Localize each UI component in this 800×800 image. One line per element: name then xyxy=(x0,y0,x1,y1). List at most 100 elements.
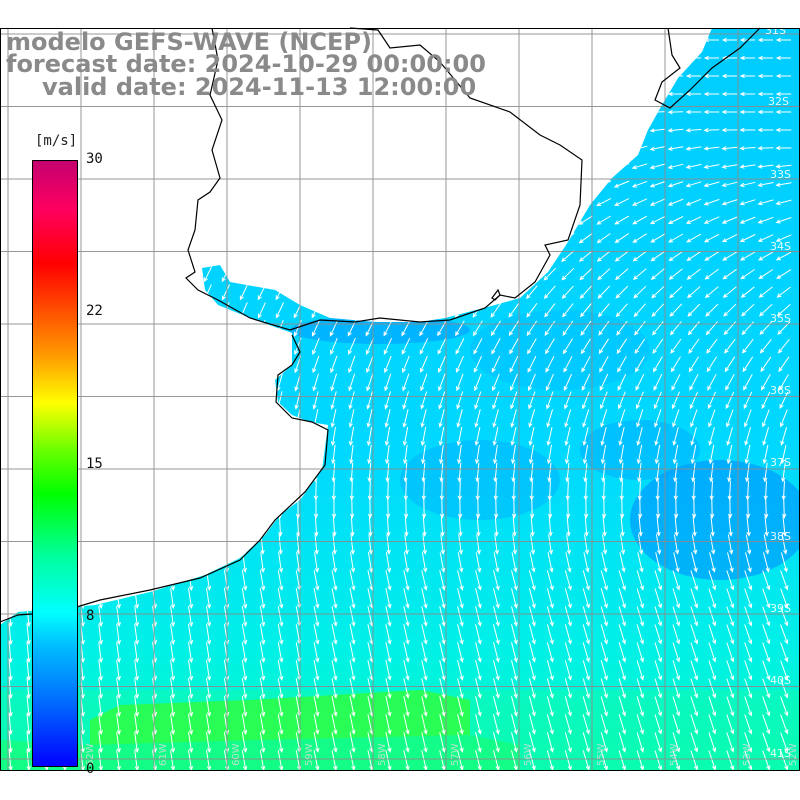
wind-arrow xyxy=(115,426,120,447)
wind-arrow xyxy=(203,230,213,246)
wind-arrow xyxy=(241,678,248,700)
wind-arrow xyxy=(452,179,467,189)
wind-arrow xyxy=(238,213,249,228)
wind-arrow xyxy=(327,196,340,209)
wind-arrow xyxy=(439,714,446,735)
wind-arrow xyxy=(242,552,247,573)
wind-arrow xyxy=(471,214,485,226)
wind-arrow xyxy=(313,750,320,771)
wind-arrow xyxy=(350,534,355,555)
wind-arrow xyxy=(762,444,769,465)
wind-arrow xyxy=(168,373,175,392)
wind-arrow xyxy=(704,251,720,261)
wind-arrow xyxy=(602,516,607,537)
wind-arrow xyxy=(381,231,394,245)
title-forecast-date: forecast date: 2024-10-29 00:00:00 xyxy=(6,50,486,78)
wind-arrow xyxy=(8,695,13,718)
wind-arrow xyxy=(667,37,683,43)
wind-arrow xyxy=(743,391,753,410)
wind-arrow xyxy=(205,480,211,501)
wind-arrow xyxy=(529,462,534,483)
wind-arrow xyxy=(384,391,391,410)
wind-arrow xyxy=(583,462,588,483)
wind-arrow xyxy=(60,159,68,174)
wind-arrow xyxy=(61,498,67,519)
wind-arrow xyxy=(168,301,176,319)
wind-arrow xyxy=(330,373,338,392)
wind-arrow xyxy=(757,127,774,133)
wind-arrow xyxy=(273,142,286,154)
wind-arrow xyxy=(170,624,176,646)
wind-arrow xyxy=(559,74,576,79)
wind-arrow xyxy=(43,498,49,519)
wind-arrow xyxy=(344,107,359,117)
wind-arrow xyxy=(133,426,138,447)
wind-arrow xyxy=(687,303,701,317)
wind-arrow xyxy=(580,338,591,355)
wind-arrow xyxy=(62,552,67,574)
wind-arrow xyxy=(776,269,792,280)
wind-arrow xyxy=(293,266,303,282)
wind-arrow xyxy=(42,194,50,211)
wind-arrow xyxy=(295,498,301,519)
wind-arrow xyxy=(363,196,376,209)
wind-arrow xyxy=(403,696,410,717)
wind-arrow xyxy=(493,606,500,627)
wind-arrow xyxy=(528,588,536,609)
wind-arrow xyxy=(542,180,558,189)
wind-arrow xyxy=(452,108,467,116)
wind-arrow xyxy=(685,163,702,169)
wind-arrow xyxy=(98,660,103,682)
wind-arrow xyxy=(116,750,121,772)
wind-arrow xyxy=(727,534,734,555)
wind-arrow xyxy=(762,714,771,735)
wind-arrow xyxy=(206,750,212,772)
wind-arrow xyxy=(204,391,211,410)
wind-arrow xyxy=(383,320,393,337)
wind-arrow xyxy=(114,284,122,301)
wind-arrow xyxy=(470,196,485,208)
wind-arrow xyxy=(775,109,792,115)
wind-arrow xyxy=(512,516,517,537)
wind-arrow xyxy=(511,462,516,483)
wind-arrow xyxy=(654,714,663,735)
wind-arrow xyxy=(132,391,138,410)
wind-arrow xyxy=(220,142,232,155)
wind-arrow xyxy=(780,570,789,591)
wind-arrow xyxy=(186,284,194,301)
wind-arrow xyxy=(511,624,518,645)
wind-arrow xyxy=(188,606,194,628)
wind-arrow xyxy=(421,498,427,519)
wind-arrow xyxy=(327,160,340,172)
wind-arrow xyxy=(188,516,193,537)
wind-arrow xyxy=(331,606,338,627)
wind-arrow xyxy=(757,109,774,115)
wind-arrow xyxy=(494,534,500,555)
wind-arrow xyxy=(184,159,195,173)
wind-arrow xyxy=(739,127,756,133)
wind-arrow xyxy=(488,126,503,134)
wind-arrow xyxy=(672,606,681,627)
wind-arrow xyxy=(98,624,103,646)
wind-arrow xyxy=(636,570,644,591)
wind-arrow xyxy=(239,284,249,301)
wind-arrow xyxy=(613,110,630,115)
wind-arrow xyxy=(61,480,67,501)
wind-arrow xyxy=(403,570,410,591)
wind-arrow xyxy=(727,552,734,573)
wind-arrow xyxy=(349,642,356,663)
wind-arrow xyxy=(600,570,608,591)
wind-arrow xyxy=(206,660,212,682)
wind-arrow xyxy=(42,337,49,356)
wind-arrow xyxy=(310,195,322,209)
wind-arrow xyxy=(547,552,554,573)
wind-arrow xyxy=(510,409,517,428)
wind-arrow xyxy=(347,302,357,319)
wind-arrow xyxy=(258,391,265,410)
wind-arrow xyxy=(403,462,408,483)
wind-arrow xyxy=(598,338,610,355)
wind-arrow xyxy=(541,92,558,97)
wind-arrow xyxy=(600,409,608,428)
wind-arrow xyxy=(542,162,558,170)
wind-arrow xyxy=(475,696,482,717)
